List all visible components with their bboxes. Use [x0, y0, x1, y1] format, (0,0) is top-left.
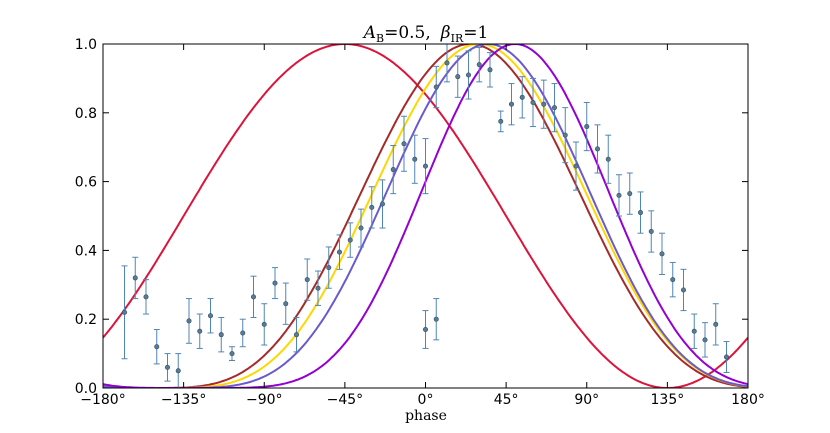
x-tick-label: −45° [327, 392, 364, 408]
data-point [444, 60, 450, 66]
data-point [304, 277, 310, 283]
data-point [498, 118, 504, 124]
data-point [455, 74, 461, 80]
axes: −180° −135° −90° −45° 0° 45° 90° 135° 180° 0.0 0.2… [75, 37, 765, 408]
data-point [283, 301, 289, 307]
data-point [433, 316, 439, 322]
data-point [132, 275, 138, 281]
model-crimson-line [103, 44, 748, 388]
x-tick-label: 135° [651, 392, 685, 408]
x-tick-label: −135° [161, 392, 206, 408]
data-point [573, 163, 579, 169]
data-point [122, 309, 128, 315]
data-point [691, 328, 697, 334]
data-point [197, 328, 203, 334]
data-point [326, 265, 332, 271]
data-point [594, 146, 600, 152]
x-tick-label: −180° [80, 392, 125, 408]
data-point [208, 313, 214, 319]
data-point [680, 287, 686, 293]
y-tick-label: 1.0 [75, 37, 97, 53]
data-point [530, 99, 536, 105]
data-point [175, 368, 181, 374]
y-tick-label: 0.4 [75, 243, 97, 259]
x-tick-label: 180° [731, 392, 765, 408]
data-point [422, 163, 428, 169]
data-point [659, 251, 665, 257]
data-point [702, 337, 708, 343]
data-point [584, 124, 590, 130]
data-point [476, 62, 482, 68]
data-point [240, 330, 246, 336]
data-point [336, 249, 342, 255]
data-point [616, 192, 622, 198]
chart-title: AB=0.5, βIR=1 [362, 23, 489, 45]
data-point [154, 344, 160, 350]
data-point [433, 84, 439, 90]
model-brown-line [103, 44, 748, 388]
x-axis-label: phase [405, 408, 447, 424]
data-point [347, 237, 353, 243]
data-point [627, 191, 633, 197]
x-tick-label: −90° [246, 392, 283, 408]
data-point [541, 101, 547, 107]
data-point [648, 228, 654, 234]
series-group [103, 44, 748, 388]
data-point [379, 201, 385, 207]
x-tick-label: 90° [574, 392, 599, 408]
data-point [422, 327, 428, 333]
data-point [465, 72, 471, 78]
data-point [412, 156, 418, 162]
data-point [186, 318, 192, 324]
data-point [508, 101, 514, 107]
data-point [229, 351, 235, 357]
data-point [605, 156, 611, 162]
data-point [272, 280, 278, 286]
data-point [670, 277, 676, 283]
data-point [562, 132, 568, 138]
data-point [218, 332, 224, 338]
data-point [358, 225, 364, 231]
data-point [401, 141, 407, 147]
x-tick-label: 0° [418, 392, 434, 408]
data-point [551, 105, 557, 111]
x-tick-label: 45° [494, 392, 519, 408]
data-point [487, 67, 493, 73]
model-gold-line [103, 44, 748, 388]
data-point [143, 294, 149, 300]
data-point [713, 321, 719, 327]
y-tick-label: 0.2 [75, 312, 97, 328]
y-tick-label: 0.0 [75, 381, 97, 397]
data-point [251, 294, 257, 300]
plot-area [103, 44, 748, 388]
data-point [519, 94, 525, 100]
data-point [165, 364, 171, 370]
data-point [261, 321, 267, 327]
data-point [637, 210, 643, 216]
y-tick-label: 0.8 [75, 106, 97, 122]
data-point [315, 285, 321, 291]
y-tick-label: 0.6 [75, 175, 97, 191]
data-point [369, 204, 375, 210]
data-point [293, 332, 299, 338]
data-point [390, 167, 396, 173]
data-point [723, 354, 729, 360]
